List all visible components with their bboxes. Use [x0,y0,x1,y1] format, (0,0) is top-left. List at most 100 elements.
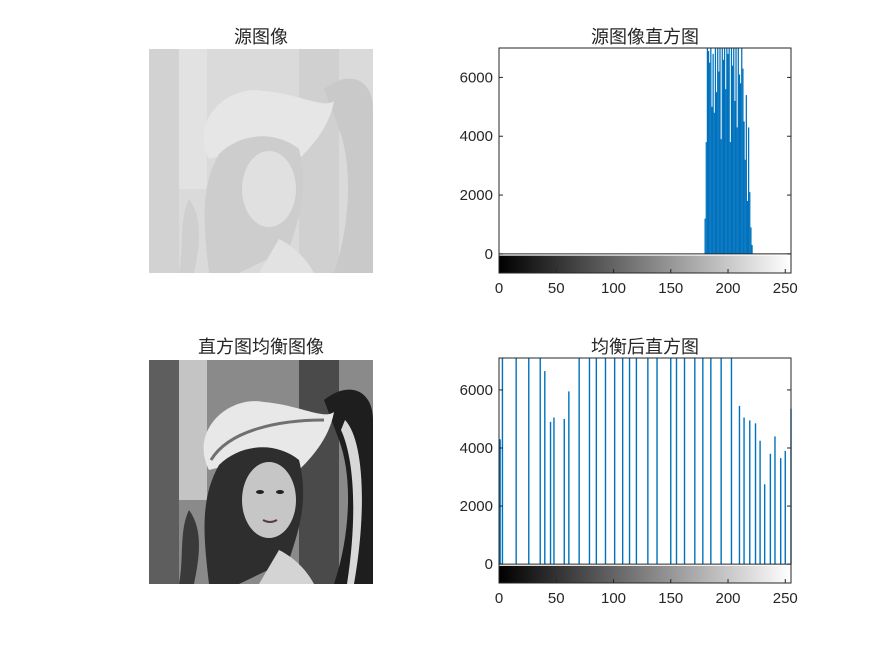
y-tick-label: 2000 [460,498,493,515]
src-hist-title: 源图像直方图 [591,27,699,48]
histogram-bar [749,192,751,254]
histogram-bar [705,142,707,254]
histogram-bar [731,65,734,254]
x-tick-label: 250 [773,590,798,607]
axes-box [498,47,792,274]
histogram-bar [739,83,742,254]
histogram-bar [604,358,607,565]
histogram-bar [735,48,737,254]
histogram-bar [595,358,598,565]
histogram-bar [499,439,501,565]
x-tick-label: 100 [601,280,626,297]
histogram-bar [748,127,750,254]
x-tick-label: 150 [658,280,683,297]
y-tick-label: 6000 [460,69,493,86]
histogram-bar [721,48,723,254]
histogram-bar [738,74,741,254]
histogram-bar [717,48,719,254]
histogram-bar [710,48,712,254]
x-tick-label: 200 [716,590,741,607]
histogram-bar [515,358,517,565]
histogram-bar [628,358,631,565]
histogram-bar [544,371,546,565]
histogram-bar [763,484,766,565]
x-tick-label: 200 [716,280,741,297]
x-tick-label: 100 [601,590,626,607]
histogram-bar [728,48,730,254]
histogram-bar [709,62,711,254]
histogram-bar [744,159,746,254]
histogram-bar [613,358,616,565]
histogram-bar [742,68,744,254]
histogram-bar [779,458,782,565]
x-tick-label: 50 [548,590,565,607]
histogram-bar [754,423,757,565]
histogram-bar [745,95,747,254]
y-tick-label: 0 [485,246,493,263]
histogram-bar [750,227,752,254]
histogram-bar [720,139,722,254]
histogram-bar [568,391,570,565]
histogram-bar [726,48,728,254]
histogram-bar [694,358,696,565]
histogram-bar [704,218,706,254]
histogram-bar [578,358,580,565]
histogram-bar [711,106,713,254]
histogram-bar [730,48,733,254]
histogram-bar [749,420,751,565]
histogram-bar [723,48,726,254]
histogram-bar [730,358,733,565]
grayscale-colorbar [499,565,791,583]
y-tick-label: 6000 [460,382,493,399]
histogram-bar [715,92,718,254]
histogram-bar [647,358,649,565]
axes-box [498,357,792,584]
histogram-bar [656,358,658,565]
histogram-bar [733,48,735,254]
histogram-bar [588,358,591,565]
histogram-bar [710,358,712,565]
histogram-bar [736,127,738,254]
x-tick-label: 0 [495,590,503,607]
histogram-bar [784,450,786,565]
histogram-bar [737,48,739,254]
histogram-bar [549,421,552,565]
y-tick-label: 0 [485,556,493,573]
source-histogram-plot: 0 2000 4000 6000 0 50 100 150 200 250 [460,47,798,297]
histogram-bar [722,59,725,254]
histogram-bar [501,358,504,565]
histogram-bar [759,440,761,565]
plot-area [499,358,791,583]
y-tick-label: 4000 [460,128,493,145]
histogram-bar [718,71,720,254]
histogram-bar [635,358,638,565]
histogram-bar [720,358,722,565]
histogram-bar [702,358,704,565]
histogram-bar [528,358,530,565]
histogram-bar [774,436,776,565]
histogram-bar [675,358,678,565]
equalized-image [149,360,373,584]
histogram-bar [729,142,731,254]
histogram-bar [712,53,714,254]
histogram-bar [751,245,753,254]
eq-hist-title: 均衡后直方图 [591,337,699,358]
histogram-bar [706,48,709,254]
histogram-bar [621,358,624,565]
histogram-bar [713,112,715,254]
histogram-bar [670,358,672,565]
histogram-bar [727,53,729,254]
y-tick-label: 4000 [460,440,493,457]
x-tick-label: 150 [658,590,683,607]
histogram-bar [539,358,541,565]
x-tick-label: 0 [495,280,503,297]
histogram-bar [714,48,717,254]
eq-image-title: 直方图均衡图像 [198,337,324,358]
histogram-bar [738,405,741,565]
y-tick-label: 2000 [460,187,493,204]
src-image-title: 源图像 [234,27,288,48]
histogram-bar [746,200,749,254]
histogram-bar [683,358,686,565]
histogram-bar [769,453,772,565]
